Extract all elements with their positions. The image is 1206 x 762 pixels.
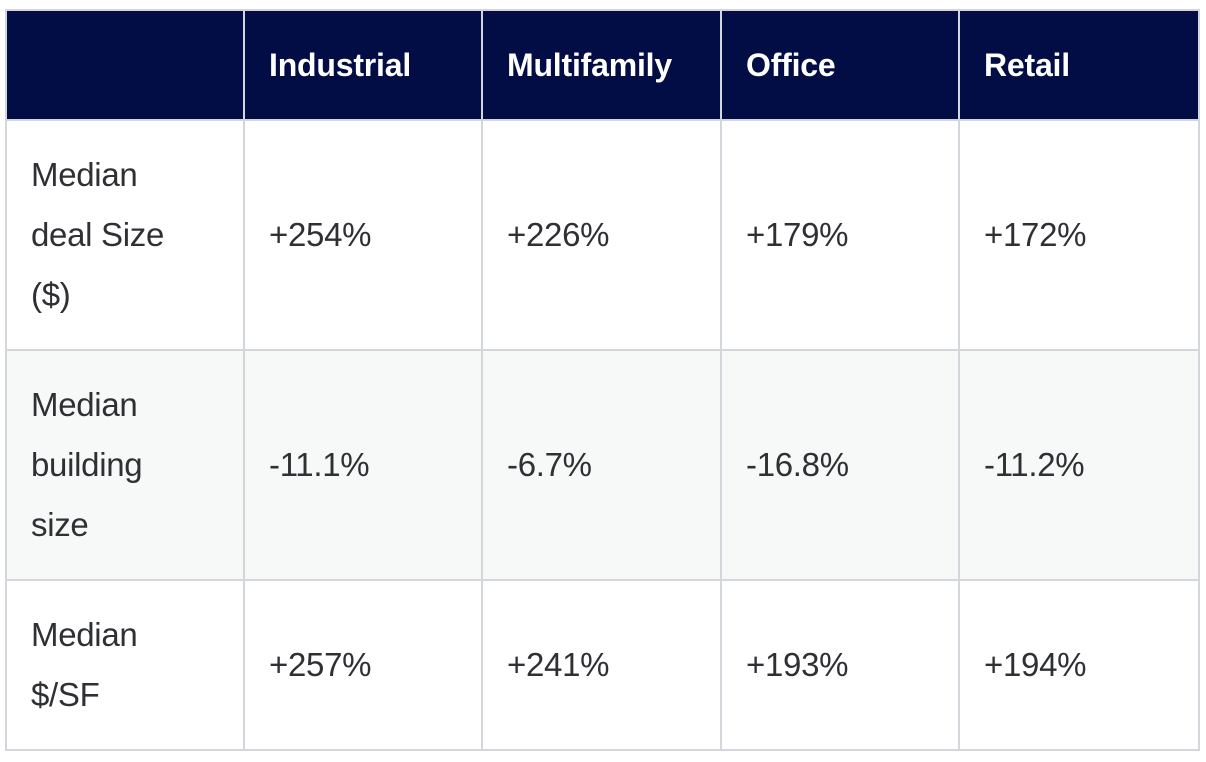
row-label-cell: Median $/SF: [5, 579, 245, 751]
value-cell: +226%: [481, 119, 722, 351]
value-cell: -6.7%: [481, 349, 722, 581]
table-header: Industrial Multifamily Office Retail: [5, 9, 1200, 121]
value-cell: +193%: [720, 579, 960, 751]
header-row: Industrial Multifamily Office Retail: [5, 9, 1200, 121]
row-label-median-building-size: Median building size: [31, 386, 143, 543]
column-header-office: Office: [720, 9, 960, 121]
row-label-cell: Median building size: [5, 349, 245, 581]
value-cell: +179%: [720, 119, 960, 351]
value-cell: +257%: [243, 579, 483, 751]
table-body: Median deal Size ($) +254% +226% +179% +…: [5, 119, 1200, 751]
value-cell: +241%: [481, 579, 722, 751]
value-cell: +254%: [243, 119, 483, 351]
table-row: Median $/SF +257% +241% +193% +194%: [5, 579, 1200, 751]
comparison-table-container: Industrial Multifamily Office Retail Med…: [5, 9, 1200, 751]
value-cell: +194%: [958, 579, 1200, 751]
column-header-retail: Retail: [958, 9, 1200, 121]
value-cell: +172%: [958, 119, 1200, 351]
value-cell: -11.2%: [958, 349, 1200, 581]
header-corner-cell: [5, 9, 245, 121]
value-cell: -11.1%: [243, 349, 483, 581]
row-label-median-price-per-sf: Median $/SF: [31, 616, 138, 713]
row-label-cell: Median deal Size ($): [5, 119, 245, 351]
column-header-multifamily: Multifamily: [481, 9, 722, 121]
column-header-industrial: Industrial: [243, 9, 483, 121]
value-cell: -16.8%: [720, 349, 960, 581]
table-row: Median deal Size ($) +254% +226% +179% +…: [5, 119, 1200, 351]
table-row: Median building size -11.1% -6.7% -16.8%…: [5, 349, 1200, 581]
row-label-median-deal-size: Median deal Size ($): [31, 156, 165, 313]
comparison-table: Industrial Multifamily Office Retail Med…: [5, 9, 1200, 751]
